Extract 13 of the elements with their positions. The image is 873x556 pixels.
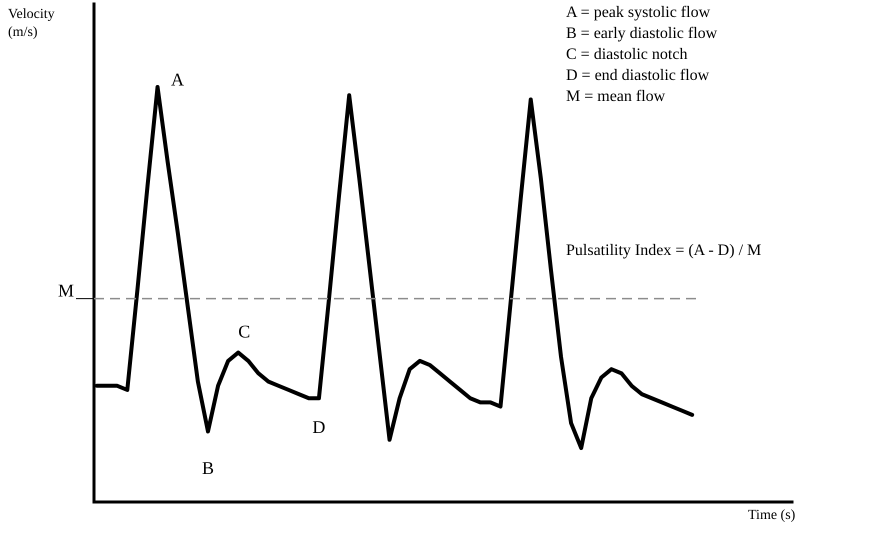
annotation: Pulsatility Index = (A - D) / M (566, 241, 762, 261)
annotation: B (202, 458, 214, 478)
annotation: C (238, 321, 250, 342)
y-axis-title: Velocity (m/s) (8, 6, 56, 42)
ref-line-label: M (58, 280, 74, 300)
text: B = early diastolic flow (566, 24, 718, 44)
x-axis-title: Time (s) (748, 508, 796, 524)
text: D = end diastolic flow (566, 66, 710, 86)
annotation: A (171, 70, 184, 90)
text: C = diastolic notch (566, 45, 688, 65)
annotation: M = mean flow (566, 87, 666, 107)
text: A = peak systolic flow (566, 3, 710, 23)
annotation: D (312, 416, 326, 437)
